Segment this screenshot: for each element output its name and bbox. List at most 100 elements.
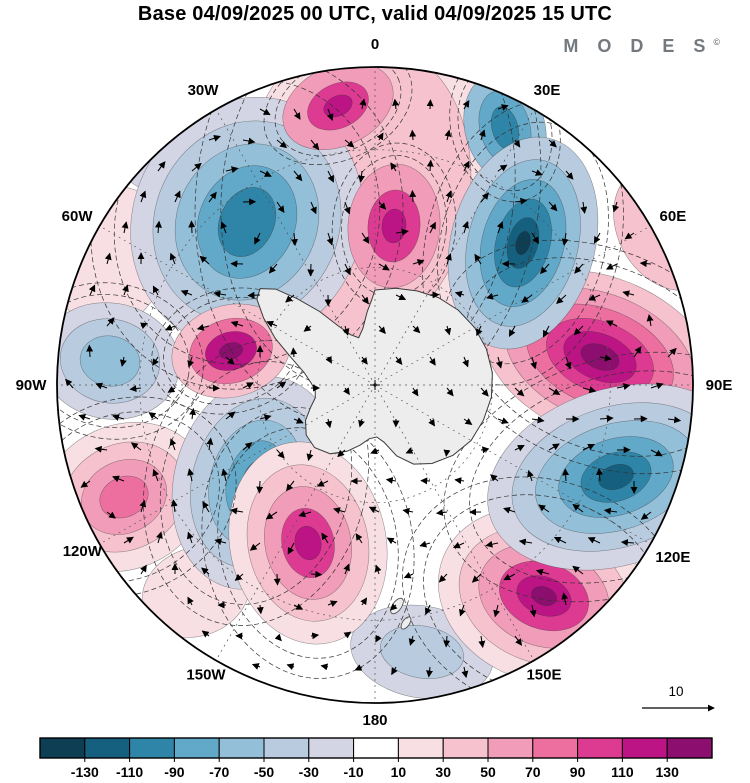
wind-arrow [454,477,465,485]
colorbar-cell [621,737,668,759]
colorbar-cell [173,737,220,759]
wind-arrow [307,263,315,277]
longitude-label-60W: 60W [62,208,94,225]
colorbar-cell [218,737,265,759]
wind-arrow [403,571,414,579]
wind-arrow [580,201,588,214]
wind-arrow [276,381,287,389]
wind-arrow [459,604,466,617]
contour-pink-anomaly-west-rim-lower [57,411,220,583]
wind-arrow [242,137,256,145]
wind-arrow [343,387,350,396]
longitude-label-90W: 90W [16,377,48,394]
wind-arrow [599,414,614,422]
wind-arrow [326,232,334,246]
wind-arrow [259,108,271,116]
wind-arrow [535,568,550,576]
wind-arrow [80,480,91,488]
wind-arrow [343,563,350,575]
wind-arrow [298,510,312,518]
wind-arrow [86,344,94,358]
wind-arrow [444,129,452,141]
meridian-line [374,384,535,661]
anomaly-shade-magenta-anomaly-southeast [531,586,557,606]
wind-arrow [503,506,516,514]
wind-arrow [409,129,417,141]
wind-arrow [303,324,312,332]
wind-arrow [438,573,448,583]
wind-arrow [268,263,278,274]
colorbar-cell [666,737,713,759]
wind-arrow [612,201,620,213]
wind-arrow [561,232,569,246]
wind-arrow [266,320,278,328]
wind-arrow [667,347,677,358]
wind-arrow [639,260,652,268]
wind-arrow [412,325,421,334]
wind-arrow [208,134,221,142]
wind-arrow [497,104,509,111]
wind-arrow [633,346,642,358]
graticule [57,67,693,703]
wind-arrow [344,263,351,276]
wind-arrow [538,504,550,513]
wind-arrow [325,355,332,364]
wind-arrow [104,252,112,265]
wind-arrow [374,564,382,575]
wind-arrow [650,449,663,457]
wind-arrow [247,291,261,299]
wind-arrow [169,438,177,451]
longitude-label-90E: 90E [706,377,733,394]
wind-arrow [152,285,160,296]
wind-arrow [169,252,177,265]
colorbar-tick-label: 130 [656,764,680,780]
wind-arrow [548,139,557,148]
wind-arrow [445,253,452,265]
contour-pink-anomaly-south [217,427,399,659]
wind-arrow [529,604,537,618]
wind-arrow [497,417,509,424]
colorbar-cell [263,737,310,759]
wind-arrow [419,540,431,548]
wind-arrow [622,290,635,298]
colorbar-cell [532,737,579,759]
colorbar-tick-label: -130 [71,764,99,780]
island-south [400,616,412,630]
contour-blue-anomaly-west-rim [57,294,190,428]
colorbar-cell [442,737,489,759]
wind-arrow [287,542,295,555]
wind-arrow [155,220,162,234]
meridian-line [99,225,376,386]
wind-arrow [256,480,264,494]
wind-arrow [378,325,386,335]
wind-arrow [463,418,473,426]
wind-arrow [508,325,516,337]
wind-arrow [445,190,453,203]
wind-arrow [286,663,295,671]
wind-arrow [542,325,550,338]
colorbar-tick-label: -90 [164,764,184,780]
wind-arrow [402,507,414,515]
wind-arrow [395,356,403,365]
wind-arrow [620,539,635,547]
anomaly-shade-blue-anomaly-west-rim [79,335,141,387]
wind-arrow [428,356,436,366]
wind-arrow [112,414,125,421]
wind-arrow [174,190,181,203]
contour-pink-anomaly-south [201,407,415,679]
wind-arrow [310,139,320,151]
wind-arrow [480,192,489,203]
wind-arrow [435,509,448,516]
wind-arrow [452,541,465,549]
anomaly-shade-pale-gray-south-rim [380,625,464,679]
longitude-label-60E: 60E [660,208,687,225]
longitude-label-150E: 150E [526,667,561,684]
wind-arrow [170,499,178,513]
wind-arrow [556,294,567,304]
wind-arrow [518,538,533,546]
wind-arrow [588,294,601,301]
wind-arrow [548,387,561,395]
wind-arrow [293,170,303,182]
wind-arrow [444,325,452,336]
